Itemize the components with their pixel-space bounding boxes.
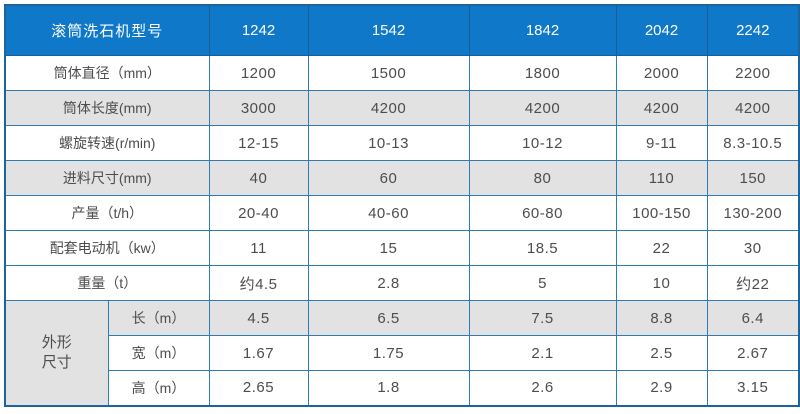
cell-value: 2.5 <box>615 335 708 371</box>
cell-value: 约4.5 <box>208 265 309 301</box>
cell-value: 7.5 <box>468 300 617 336</box>
cell-value: 20-40 <box>208 195 309 231</box>
cell-value: 40-60 <box>307 195 470 231</box>
cell-value: 30 <box>706 230 800 266</box>
cell-value: 5 <box>468 265 617 301</box>
cell-value: 18.5 <box>468 230 617 266</box>
cell-value: 12-15 <box>208 125 309 161</box>
row-label: 高（m） <box>107 370 210 406</box>
cell-value: 11 <box>208 230 309 266</box>
cell-value: 2.6 <box>468 370 617 406</box>
header-row: 滚筒洗石机型号 1242 1542 1842 2042 2242 <box>4 4 800 56</box>
cell-value: 6.4 <box>706 300 800 336</box>
model-header-1842: 1842 <box>468 4 617 56</box>
row-label: 配套电动机（kw） <box>4 230 210 266</box>
cell-value: 10-13 <box>307 125 470 161</box>
dimension-group-label-line1: 外形 <box>41 333 72 351</box>
cell-value: 6.5 <box>307 300 470 336</box>
row-label: 筒体直径（mm） <box>4 55 210 91</box>
cell-value: 15 <box>307 230 470 266</box>
cell-value: 10-12 <box>468 125 617 161</box>
cell-value: 60 <box>307 160 470 196</box>
cell-value: 1.8 <box>307 370 470 406</box>
cell-value: 1200 <box>208 55 309 91</box>
cell-value: 2000 <box>615 55 708 91</box>
row-label: 产量（t/h） <box>4 195 210 231</box>
table-row-dimension-width: 宽（m） 1.67 1.75 2.1 2.5 2.67 <box>5 335 800 371</box>
row-label: 宽（m） <box>107 335 210 371</box>
cell-value: 4.5 <box>208 300 309 336</box>
row-label: 进料尺寸(mm) <box>4 160 210 196</box>
table-row-feed-size: 进料尺寸(mm) 40 60 80 110 150 <box>4 160 800 196</box>
cell-value: 2.65 <box>208 370 309 406</box>
cell-value: 1.67 <box>208 335 309 371</box>
cell-value: 2200 <box>706 55 800 91</box>
cell-value: 150 <box>706 160 800 196</box>
table-row-rotation-speed: 螺旋转速(r/min) 12-15 10-13 10-12 9-11 8.3-1… <box>4 125 800 161</box>
spec-table: 滚筒洗石机型号 1242 1542 1842 2042 2242 筒体直径（mm… <box>4 4 800 407</box>
cell-value: 80 <box>468 160 617 196</box>
cell-value: 2.67 <box>706 335 800 371</box>
cell-value: 130-200 <box>706 195 800 231</box>
table-row-drum-diameter: 筒体直径（mm） 1200 1500 1800 2000 2200 <box>4 55 800 91</box>
cell-value: 10 <box>615 265 708 301</box>
table-row-weight: 重量（t） 约4.5 2.8 5 10 约22 <box>4 265 800 301</box>
table-row-dimension-length: 外形 尺寸 长（m） 4.5 6.5 7.5 8.8 6.4 <box>4 300 800 406</box>
spec-table-container: 滚筒洗石机型号 1242 1542 1842 2042 2242 筒体直径（mm… <box>4 4 800 407</box>
cell-value: 22 <box>615 230 708 266</box>
row-label: 筒体长度(mm) <box>4 90 210 126</box>
table-row-motor: 配套电动机（kw） 11 15 18.5 22 30 <box>4 230 800 266</box>
cell-value: 110 <box>615 160 708 196</box>
model-header-1542: 1542 <box>307 4 470 56</box>
cell-value: 1500 <box>307 55 470 91</box>
row-label: 螺旋转速(r/min) <box>4 125 210 161</box>
cell-value: 100-150 <box>615 195 708 231</box>
cell-value: 1800 <box>468 55 617 91</box>
cell-value: 2.1 <box>468 335 617 371</box>
cell-value: 9-11 <box>615 125 708 161</box>
cell-value: 3.15 <box>706 370 800 406</box>
cell-value: 8.8 <box>615 300 708 336</box>
cell-value: 4200 <box>307 90 470 126</box>
cell-value: 2.9 <box>615 370 708 406</box>
table-row-capacity: 产量（t/h） 20-40 40-60 60-80 100-150 130-20… <box>4 195 800 231</box>
cell-value: 8.3-10.5 <box>706 125 800 161</box>
cell-value: 4200 <box>615 90 708 126</box>
row-label: 重量（t） <box>4 265 210 301</box>
cell-value: 约22 <box>706 265 800 301</box>
model-header-1242: 1242 <box>208 4 309 56</box>
cell-value: 3000 <box>208 90 309 126</box>
cell-value: 60-80 <box>468 195 617 231</box>
table-row-dimension-height: 高（m） 2.65 1.8 2.6 2.9 3.15 <box>5 370 800 406</box>
cell-value: 4200 <box>706 90 800 126</box>
table-title: 滚筒洗石机型号 <box>4 4 210 56</box>
model-header-2042: 2042 <box>615 4 708 56</box>
dimension-group-label: 外形 尺寸 <box>4 300 109 406</box>
cell-value: 4200 <box>468 90 617 126</box>
cell-value: 2.8 <box>307 265 470 301</box>
table-row-drum-length: 筒体长度(mm) 3000 4200 4200 4200 4200 <box>4 90 800 126</box>
model-header-2242: 2242 <box>706 4 800 56</box>
cell-value: 40 <box>208 160 309 196</box>
dimension-group-label-line2: 尺寸 <box>41 353 72 371</box>
row-label: 长（m） <box>107 300 210 336</box>
cell-value: 1.75 <box>307 335 470 371</box>
